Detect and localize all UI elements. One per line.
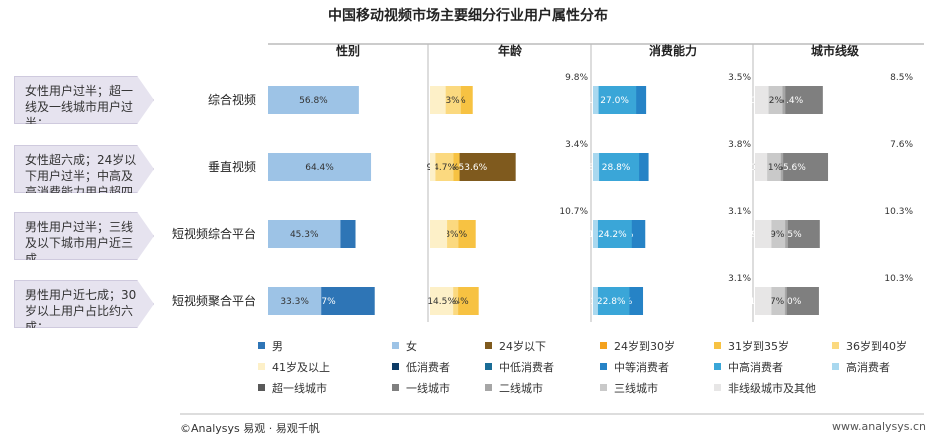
legend-label-13: 一线城市 bbox=[406, 381, 450, 395]
data-label-1-2-4: 10.7% bbox=[559, 207, 588, 217]
data-label-2-3-4: 3.1% bbox=[728, 274, 751, 284]
legend-swatch-8 bbox=[485, 363, 492, 370]
data-label-3-0-1: 42.4% bbox=[775, 96, 804, 106]
legend-swatch-3 bbox=[600, 342, 607, 349]
bar-2-2-4 bbox=[593, 220, 598, 248]
bar-1-3-4 bbox=[430, 287, 454, 315]
legend-label-1: 女 bbox=[406, 339, 417, 353]
callout-2: 男性用户过半；三线及以下城市用户近三成 bbox=[14, 212, 154, 260]
legend-swatch-9 bbox=[600, 363, 607, 370]
legend-swatch-13 bbox=[392, 384, 399, 391]
bar-2-1-3 bbox=[593, 153, 640, 181]
legend-swatch-2 bbox=[485, 342, 492, 349]
legend-label-3: 24岁到30岁 bbox=[614, 339, 675, 353]
group-title-1: 年龄 bbox=[498, 43, 523, 58]
data-label-0-1-1: 64.4% bbox=[305, 163, 334, 173]
bar-1-2-4 bbox=[430, 220, 448, 248]
bar-3-1-4 bbox=[755, 153, 768, 181]
data-label-1-0-4: 9.8% bbox=[565, 73, 588, 83]
data-label-0-0-1: 56.8% bbox=[299, 96, 328, 106]
group-title-0: 性别 bbox=[335, 43, 360, 58]
legend-swatch-0 bbox=[258, 342, 265, 349]
legend-swatch-4 bbox=[714, 342, 721, 349]
bar-3-0-4 bbox=[755, 86, 769, 114]
data-label-0-3-1: 33.3% bbox=[280, 297, 309, 307]
category-label-2: 短视频综合平台 bbox=[172, 226, 256, 241]
data-label-3-3-4: 10.3% bbox=[884, 274, 913, 284]
bar-0-0-1 bbox=[268, 86, 359, 114]
bar-0-3-1 bbox=[268, 287, 322, 315]
data-label-2-2-4: 3.1% bbox=[728, 207, 751, 217]
legend-swatch-14 bbox=[485, 384, 492, 391]
data-label-2-3-3: 22.8% bbox=[597, 297, 626, 307]
data-label-2-0-4: 3.5% bbox=[728, 73, 751, 83]
group-title-2: 消费能力 bbox=[649, 43, 697, 58]
bar-2-1-4 bbox=[593, 153, 600, 181]
data-label-2-0-3: 27.0% bbox=[600, 96, 629, 106]
legend-label-6: 41岁及以上 bbox=[272, 360, 330, 374]
legend-swatch-15 bbox=[600, 384, 607, 391]
legend-label-2: 24岁以下 bbox=[499, 339, 546, 353]
legend-swatch-5 bbox=[832, 342, 839, 349]
bar-1-0-4 bbox=[430, 86, 446, 114]
legend-label-8: 中低消费者 bbox=[499, 360, 554, 374]
data-label-1-1-4: 3.4% bbox=[565, 140, 588, 150]
data-label-1-1-0: 53.6% bbox=[459, 163, 488, 173]
data-label-2-1-3: 28.8% bbox=[602, 163, 631, 173]
data-label-0-3-0: 66.7% bbox=[307, 297, 336, 307]
callout-0: 女性用户过半；超一线及一线城市用户过半； bbox=[14, 76, 154, 124]
data-label-1-3-4: 14.5% bbox=[427, 297, 456, 307]
footer-site: www.analysys.cn bbox=[832, 420, 926, 433]
legend-label-14: 二线城市 bbox=[499, 381, 543, 395]
data-label-3-1-4: 7.6% bbox=[890, 140, 913, 150]
legend-swatch-6 bbox=[258, 363, 265, 370]
bar-2-0-4 bbox=[593, 86, 599, 114]
data-label-3-0-3: 17.2% bbox=[754, 96, 783, 106]
callout-1: 女性超六成；24岁以下用户过半；中高及高消费能力用户超四成； bbox=[14, 145, 154, 193]
category-label-1: 垂直视频 bbox=[208, 159, 256, 174]
bar-0-1-1 bbox=[268, 153, 372, 181]
bar-0-2-1 bbox=[268, 220, 341, 248]
legend-swatch-10 bbox=[714, 363, 721, 370]
bar-3-2-4 bbox=[755, 220, 772, 248]
legend-label-5: 36岁到40岁 bbox=[846, 339, 907, 353]
footer-source: ©Analysys 易观 · 易观千帆 bbox=[180, 422, 320, 435]
data-label-2-2-3: 24.2% bbox=[598, 230, 627, 240]
data-label-3-0-4: 8.5% bbox=[890, 73, 913, 83]
legend-swatch-7 bbox=[392, 363, 399, 370]
category-label-0: 综合视频 bbox=[208, 92, 256, 107]
legend-label-0: 男 bbox=[272, 340, 283, 353]
legend-label-9: 中等消费者 bbox=[614, 360, 669, 374]
group-title-3: 城市线级 bbox=[811, 43, 859, 58]
bar-1-1-4 bbox=[430, 153, 436, 181]
bar-3-3-4 bbox=[755, 287, 772, 315]
data-label-3-1-1: 45.6% bbox=[777, 163, 806, 173]
bar-2-0-3 bbox=[593, 86, 637, 114]
legend-label-10: 中高消费者 bbox=[728, 360, 783, 374]
chart-title: 中国移动视频市场主要细分行业用户属性分布 bbox=[328, 7, 608, 24]
legend-swatch-12 bbox=[258, 384, 265, 391]
legend-label-4: 31岁到35岁 bbox=[728, 339, 789, 353]
legend-label-15: 三线城市 bbox=[614, 381, 658, 395]
data-label-3-3-1: 40.0% bbox=[773, 297, 802, 307]
legend-swatch-1 bbox=[392, 342, 399, 349]
category-label-3: 短视频聚合平台 bbox=[172, 293, 256, 308]
bar-2-3-4 bbox=[593, 287, 598, 315]
legend-label-11: 高消费者 bbox=[846, 360, 890, 374]
bar-2-2-3 bbox=[593, 220, 632, 248]
legend-swatch-11 bbox=[832, 363, 839, 370]
legend-label-12: 超一线城市 bbox=[272, 381, 327, 395]
data-label-1-1-3: 14.7% bbox=[427, 163, 456, 173]
bar-2-3-3 bbox=[593, 287, 630, 315]
bar-1-1-3 bbox=[430, 153, 454, 181]
callout-3: 男性用户近七成；30岁以上用户占比约六成； bbox=[14, 280, 154, 328]
legend-label-7: 低消费者 bbox=[406, 360, 450, 374]
legend-swatch-16 bbox=[714, 384, 721, 391]
data-label-2-1-4: 3.8% bbox=[728, 140, 751, 150]
data-label-3-1-3: 16.1% bbox=[754, 163, 783, 173]
data-label-0-2-1: 45.3% bbox=[290, 230, 319, 240]
data-label-3-2-4: 10.3% bbox=[884, 207, 913, 217]
legend-label-16: 非线级城市及其他 bbox=[728, 381, 816, 395]
